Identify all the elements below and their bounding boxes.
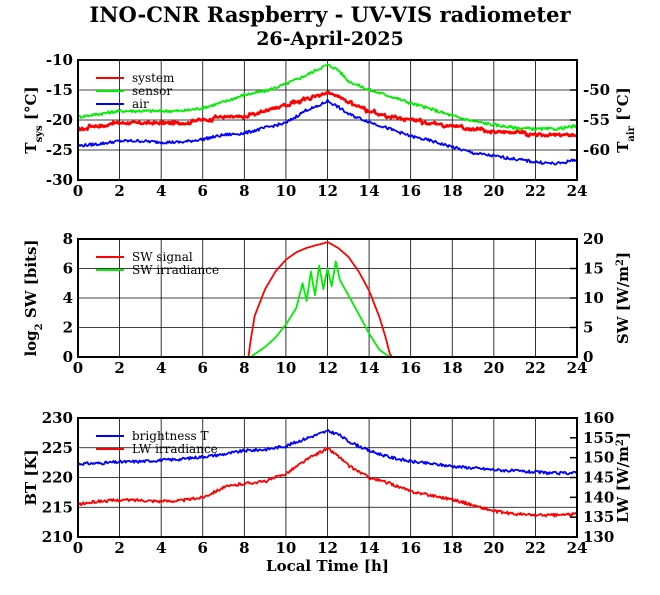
legend-label: air [132, 97, 149, 111]
x-tick-label: 24 [567, 539, 588, 557]
y-tick-label-right: -55 [583, 111, 610, 129]
y-tick-label-right: 5 [583, 319, 593, 337]
y-tick-label-right: -50 [583, 81, 610, 99]
y-tick-label-right: 15 [583, 260, 604, 278]
x-tick-label: 2 [114, 359, 124, 377]
y-tick-label-left: -20 [46, 111, 73, 129]
series-line-system [77, 90, 578, 138]
x-tick-label: 6 [198, 182, 208, 200]
y-tick-label-right: 160 [583, 409, 614, 427]
y-tick-label-left: 230 [42, 409, 73, 427]
x-tick-label: 16 [400, 182, 421, 200]
x-tick-label: 22 [525, 359, 546, 377]
x-tick-label: 16 [400, 539, 421, 557]
x-tick-label: 18 [442, 539, 463, 557]
panel-longwave: 0 2 4 6 8 10 12 14 16 18 20 22 242102152202252301301… [22, 409, 632, 575]
x-tick-label: 8 [239, 182, 249, 200]
x-tick-label: 20 [483, 182, 504, 200]
x-tick-label: 4 [156, 182, 166, 200]
x-tick-label: 2 [114, 539, 124, 557]
legend-label: system [132, 71, 175, 85]
x-tick-label: 18 [442, 182, 463, 200]
y-tick-label-right: 145 [583, 469, 614, 487]
x-tick-label: 10 [275, 359, 296, 377]
legend-label: SW irradiance [132, 263, 219, 277]
y-tick-label-left: 220 [42, 469, 73, 487]
x-tick-label: 24 [567, 359, 588, 377]
x-tick-label: 0 [73, 182, 83, 200]
series-line-air [77, 98, 578, 166]
x-tick-label: 10 [275, 182, 296, 200]
x-tick-label: 8 [239, 359, 249, 377]
x-tick-label: 8 [239, 539, 249, 557]
y-tick-label-left: 215 [42, 498, 73, 516]
x-tick-label: 4 [156, 539, 166, 557]
panel-temperatures: 0 2 4 6 8 10 12 14 16 18 20 22 24-30-25-20-15-10-60-… [22, 51, 637, 200]
y-axis-label-left: Tsys [°C] [22, 86, 45, 153]
x-tick-label: 22 [525, 182, 546, 200]
y-tick-label-left: -15 [46, 81, 73, 99]
y-tick-label-left: 225 [42, 439, 73, 457]
y-tick-label-right: 130 [583, 528, 614, 546]
x-axis-label: Local Time [h] [266, 557, 389, 575]
x-tick-label: 10 [275, 539, 296, 557]
y-axis-label-right: SW [W/m2] [614, 252, 632, 344]
x-tick-label: 22 [525, 539, 546, 557]
legend-label: LW irradiance [132, 442, 218, 456]
x-tick-label: 0 [73, 539, 83, 557]
y-tick-label-left: 0 [63, 348, 73, 366]
chart-subtitle: 26-April-2025 [256, 28, 404, 50]
x-tick-label: 12 [317, 182, 338, 200]
legend-label: brightness T [132, 429, 208, 443]
x-tick-label: 6 [198, 539, 208, 557]
x-tick-label: 24 [567, 182, 588, 200]
x-tick-label: 12 [317, 539, 338, 557]
y-tick-label-right: 140 [583, 488, 614, 506]
y-tick-label-left: -30 [46, 171, 73, 189]
y-tick-label-left: 6 [63, 260, 73, 278]
y-tick-label-right: 150 [583, 449, 614, 467]
x-tick-label: 2 [114, 182, 124, 200]
y-tick-label-left: 210 [42, 528, 73, 546]
y-tick-label-right: 155 [583, 429, 614, 447]
y-tick-label-left: -25 [46, 141, 73, 159]
x-tick-label: 20 [483, 359, 504, 377]
series-line-lw-irradiance [77, 446, 578, 518]
x-tick-label: 4 [156, 359, 166, 377]
y-tick-label-left: -10 [46, 51, 73, 69]
y-axis-label-right: LW [W/m2] [614, 432, 632, 523]
x-tick-label: 18 [442, 359, 463, 377]
y-tick-label-left: 4 [63, 289, 73, 307]
x-tick-label: 14 [359, 182, 380, 200]
y-tick-label-left: 8 [63, 230, 73, 248]
legend-label: SW signal [132, 250, 193, 264]
y-tick-label-right: 20 [583, 230, 604, 248]
y-axis-label-left: BT [K] [22, 449, 40, 505]
chart-title: INO-CNR Raspberry - UV-VIS radiometer [89, 2, 571, 27]
y-axis-label-right: Tair [°C] [614, 87, 637, 153]
series-line-brightness-t [77, 429, 577, 476]
y-tick-label-right: -60 [583, 141, 610, 159]
x-tick-label: 20 [483, 539, 504, 557]
y-tick-label-left: 2 [63, 319, 73, 337]
legend-label: sensor [132, 84, 172, 98]
x-tick-label: 0 [73, 359, 83, 377]
x-tick-label: 6 [198, 359, 208, 377]
y-axis-label-left: log2 SW [bits] [22, 239, 45, 356]
y-tick-label-right: 10 [583, 289, 604, 307]
y-tick-label-right: 0 [583, 348, 593, 366]
x-tick-label: 16 [400, 359, 421, 377]
series-line-sensor [77, 63, 578, 132]
x-tick-label: 14 [359, 539, 380, 557]
x-tick-label: 12 [317, 359, 338, 377]
y-tick-label-right: 135 [583, 508, 614, 526]
x-tick-label: 14 [359, 359, 380, 377]
